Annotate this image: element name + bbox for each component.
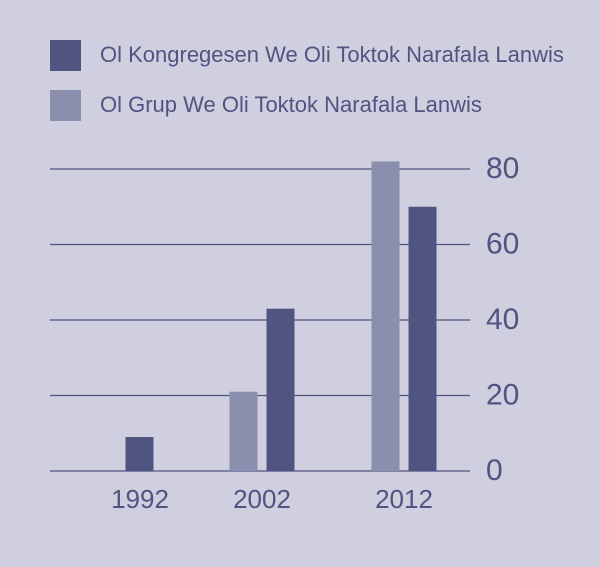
bar (229, 391, 258, 471)
y-tick-label: 40 (486, 303, 519, 336)
x-tick-label: 1992 (111, 484, 169, 514)
bar (125, 437, 154, 471)
legend-swatch (50, 90, 81, 121)
y-tick-label: 20 (486, 378, 519, 411)
y-tick-label: 60 (486, 227, 519, 260)
y-tick-label: 0 (486, 454, 503, 487)
bar (408, 206, 437, 471)
legend-label: Ol Grup We Oli Toktok Narafala Lanwis (100, 92, 482, 117)
legend-swatch (50, 40, 81, 71)
bar (371, 161, 400, 471)
y-tick-label: 80 (486, 152, 519, 185)
legend-label: Ol Kongregesen We Oli Toktok Narafala La… (100, 42, 564, 67)
bar (266, 308, 295, 471)
x-tick-label: 2012 (375, 484, 433, 514)
x-tick-label: 2002 (233, 484, 291, 514)
